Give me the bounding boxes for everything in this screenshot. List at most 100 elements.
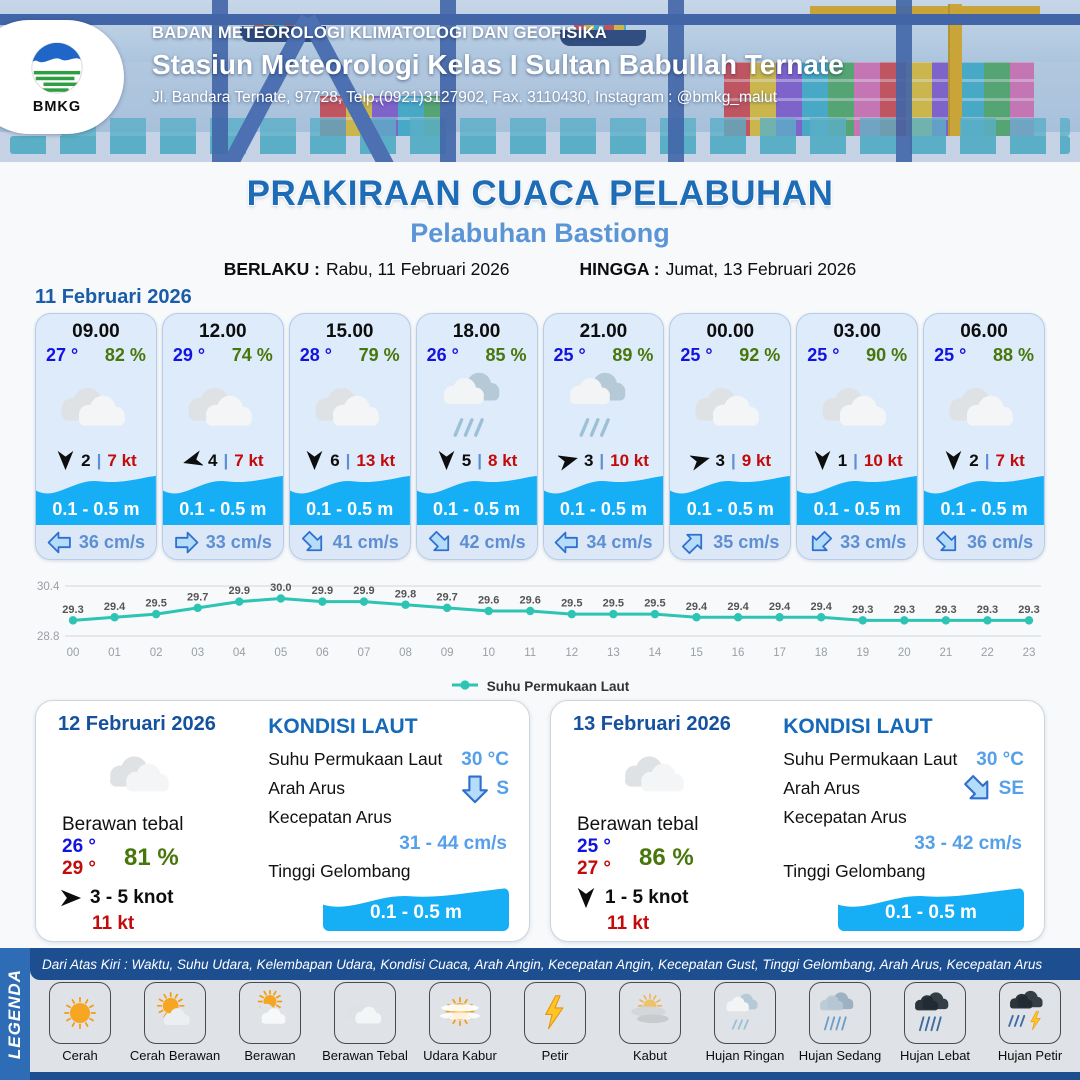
weather-condition: Berawan tebal <box>577 814 699 835</box>
bmkg-logo-text: BMKG <box>32 98 82 115</box>
wind-speed: 1 <box>837 450 848 470</box>
legend-item: Kabut <box>605 982 695 1063</box>
validity-row: BERLAKU : Rabu, 11 Februari 2026 HINGGA :… <box>0 259 1080 280</box>
temp-humidity-row: 25 ° 92 % <box>670 343 790 366</box>
humidity: 92 % <box>739 345 781 365</box>
sea-condition-title: KONDISI LAUT <box>268 715 418 738</box>
sst-chart-legend: Suhu Permukaan Laut <box>35 679 1045 694</box>
daily-summary-row: 12 Februari 2026 Berawan tebal 26 ° 81 %… <box>35 700 1045 942</box>
separator <box>730 451 737 471</box>
humidity: 79 % <box>358 345 400 365</box>
gust-speed: 13 kt <box>356 450 396 470</box>
header-banner: BADAN METEOROLOGI KLIMATOLOGI DAN GEOFIS… <box>0 0 1080 162</box>
wave-height-band: 0.1 - 0.5 m <box>924 474 1044 526</box>
wave-height-label: Tinggi Gelombang <box>783 861 926 881</box>
wave-shape <box>36 475 156 526</box>
wave-shape <box>670 475 791 526</box>
wave-height-band: 0.1 - 0.5 m <box>289 474 410 526</box>
wind-direction-icon <box>812 450 833 471</box>
svg-text:29.3: 29.3 <box>852 604 873 616</box>
sst-chart: 28.8 30.4 29.3 00 29.4 01 29.5 02 29.7 03 29.9 04 30… <box>35 570 1045 694</box>
window-frame-illustration <box>0 0 1080 162</box>
wind-speed: 2 <box>81 450 91 470</box>
current-direction-text: SE <box>998 777 1024 799</box>
sst-chart-plot: 28.8 30.4 29.3 00 29.4 01 29.5 02 29.7 03 29.9 04 30… <box>35 570 1045 679</box>
gust-speed: 7 kt <box>107 450 137 470</box>
current-speed: 33 cm/s <box>840 531 907 552</box>
wave-shape <box>162 475 283 526</box>
current-direction-icon <box>681 530 706 555</box>
current-row: 36 cm/s <box>36 525 156 559</box>
daily-date: 13 Februari 2026 <box>573 713 731 735</box>
wave-height: 0.1 - 0.5 m <box>433 499 521 520</box>
temp-humidity-row: 28 ° 79 % <box>290 343 410 366</box>
wave-height-band: 0.1 - 0.5 m <box>36 474 156 526</box>
wave-height-label: Tinggi Gelombang <box>268 861 411 881</box>
svg-text:23: 23 <box>1023 647 1036 659</box>
gust-speed: 11 kt <box>92 913 135 934</box>
svg-text:21: 21 <box>939 647 952 659</box>
humidity: 85 % <box>485 345 527 365</box>
daily-temps: 25 ° 86 % 27 ° <box>577 836 694 880</box>
wind-row: 5 8 kt <box>417 448 537 474</box>
current-direction-value: SE <box>963 774 1024 804</box>
wave-shape <box>924 475 1044 526</box>
sst-row: Suhu Permukaan Laut 30 °C <box>268 745 509 774</box>
daily-date: 12 Februari 2026 <box>58 713 216 735</box>
svg-text:16: 16 <box>732 647 745 659</box>
temp-humidity-row: 25 ° 90 % <box>797 343 917 366</box>
temp-max: 29 ° <box>62 858 97 879</box>
air-temperature: 26 ° <box>426 345 459 365</box>
svg-text:29.5: 29.5 <box>603 598 624 610</box>
wind-row: 2 7 kt <box>36 448 156 474</box>
temp-humidity-row: 25 ° 88 % <box>924 343 1044 366</box>
legend-item-label: Udara Kabur <box>423 1048 497 1063</box>
weather-icon <box>49 982 111 1044</box>
air-temperature: 25 ° <box>680 345 713 365</box>
legend-series-name: Suhu Permukaan Laut <box>486 679 630 694</box>
current-speed: 42 cm/s <box>459 531 526 552</box>
current-row: 41 cm/s <box>289 525 410 559</box>
weather-icon <box>429 982 491 1044</box>
wind-direction-icon <box>943 450 964 471</box>
forecast-date-label: 11 Februari 2026 <box>35 286 192 308</box>
wave-shape <box>838 888 1024 931</box>
current-direction-label: Arah Arus <box>268 778 346 798</box>
wind-direction-icon <box>436 450 457 471</box>
separator <box>96 451 103 471</box>
separator <box>598 451 605 471</box>
wind-direction-icon <box>60 887 82 909</box>
wind-speed: 4 <box>208 450 218 470</box>
weather-icon <box>619 736 773 812</box>
weather-icon <box>999 982 1061 1044</box>
sea-condition-column: KONDISI LAUT Suhu Permukaan Laut 30 °C A… <box>258 711 513 931</box>
svg-text:30.0: 30.0 <box>270 582 291 594</box>
wave-height-band: 0.1 - 0.5 m <box>838 888 1024 931</box>
legend-item: Hujan Sedang <box>795 982 885 1063</box>
air-temperature: 28 ° <box>299 345 332 365</box>
legend-item-label: Hujan Sedang <box>798 1048 882 1063</box>
weather-icon <box>524 982 586 1044</box>
wave-height: 0.1 - 0.5 m <box>813 499 901 520</box>
weather-icon <box>924 366 1044 448</box>
current-speed-value: 31 - 44 cm/s <box>399 833 507 854</box>
current-speed: 35 cm/s <box>713 531 780 552</box>
daily-temps: 26 ° 81 % 29 ° <box>62 836 179 880</box>
wind-range: 3 - 5 knot <box>90 887 174 908</box>
wave-shape <box>289 475 410 526</box>
wave-height: 0.1 - 0.5 m <box>306 499 394 520</box>
air-temperature: 25 ° <box>934 345 967 365</box>
legend-item: Hujan Petir <box>985 982 1075 1063</box>
sst-row: Suhu Permukaan Laut 30 °C <box>783 745 1024 774</box>
current-speed: 34 cm/s <box>586 531 653 552</box>
current-speed-label: Kecepatan Arus <box>268 807 392 827</box>
legend-item: Berawan <box>225 982 315 1063</box>
svg-text:29.7: 29.7 <box>436 591 457 603</box>
legend-item: Petir <box>510 982 600 1063</box>
legend-footer-strip <box>30 1072 1080 1080</box>
svg-text:14: 14 <box>649 647 662 659</box>
header-text-block: BADAN METEOROLOGI KLIMATOLOGI DAN GEOFIS… <box>152 24 844 107</box>
current-direction-icon <box>963 774 993 804</box>
air-temperature: 29 ° <box>172 345 206 365</box>
